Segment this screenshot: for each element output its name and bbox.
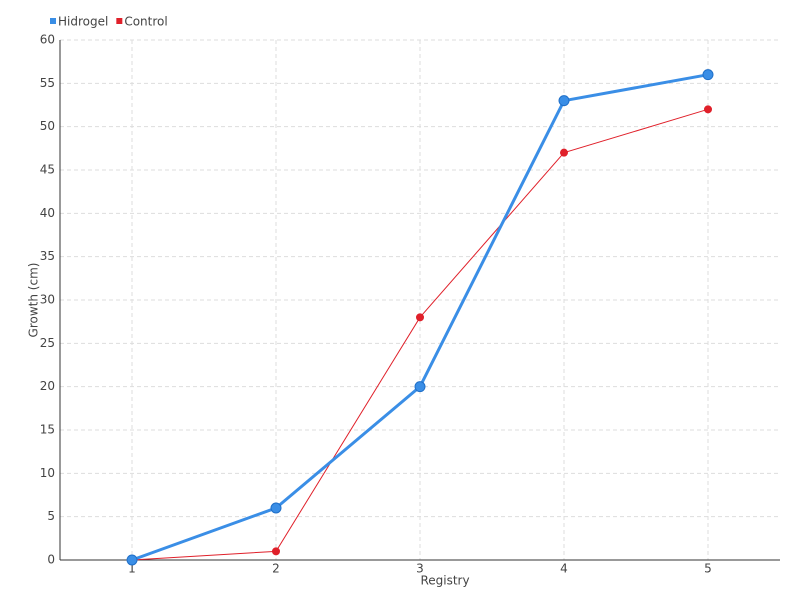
- legend-swatch: [116, 18, 123, 24]
- y-tick-label: 35: [40, 249, 55, 263]
- x-tick-label: 5: [704, 562, 712, 576]
- data-point: [414, 381, 426, 393]
- y-axis-label: Growth (cm): [27, 263, 41, 338]
- y-tick-label: 40: [40, 206, 55, 220]
- x-tick-label: 1: [128, 562, 136, 576]
- y-tick-label: 5: [47, 509, 55, 523]
- legend-label: Hidrogel: [58, 15, 108, 29]
- y-tick-label: 10: [40, 466, 55, 480]
- y-tick-label: 15: [40, 423, 55, 437]
- x-tick-label: 3: [416, 562, 424, 576]
- data-point: [126, 554, 138, 566]
- legend-swatch: [50, 18, 56, 24]
- x-tick-label: 4: [560, 562, 568, 576]
- x-axis-label: Registry: [420, 574, 469, 588]
- data-point: [704, 105, 712, 114]
- data-point: [270, 502, 282, 514]
- y-tick-label: 50: [40, 119, 55, 133]
- y-tick-label: 20: [40, 379, 55, 393]
- y-tick-label: 25: [40, 336, 55, 350]
- x-tick-label: 2: [272, 562, 280, 576]
- data-point: [702, 69, 714, 81]
- legend-label: Control: [124, 15, 167, 29]
- y-tick-label: 30: [40, 293, 55, 307]
- data-point: [272, 547, 280, 556]
- data-point: [560, 148, 568, 157]
- data-point: [558, 95, 570, 107]
- y-tick-label: 55: [40, 76, 55, 90]
- y-tick-label: 0: [47, 553, 55, 567]
- y-tick-label: 45: [40, 163, 55, 177]
- y-tick-label: 60: [40, 33, 55, 47]
- data-point: [416, 313, 424, 322]
